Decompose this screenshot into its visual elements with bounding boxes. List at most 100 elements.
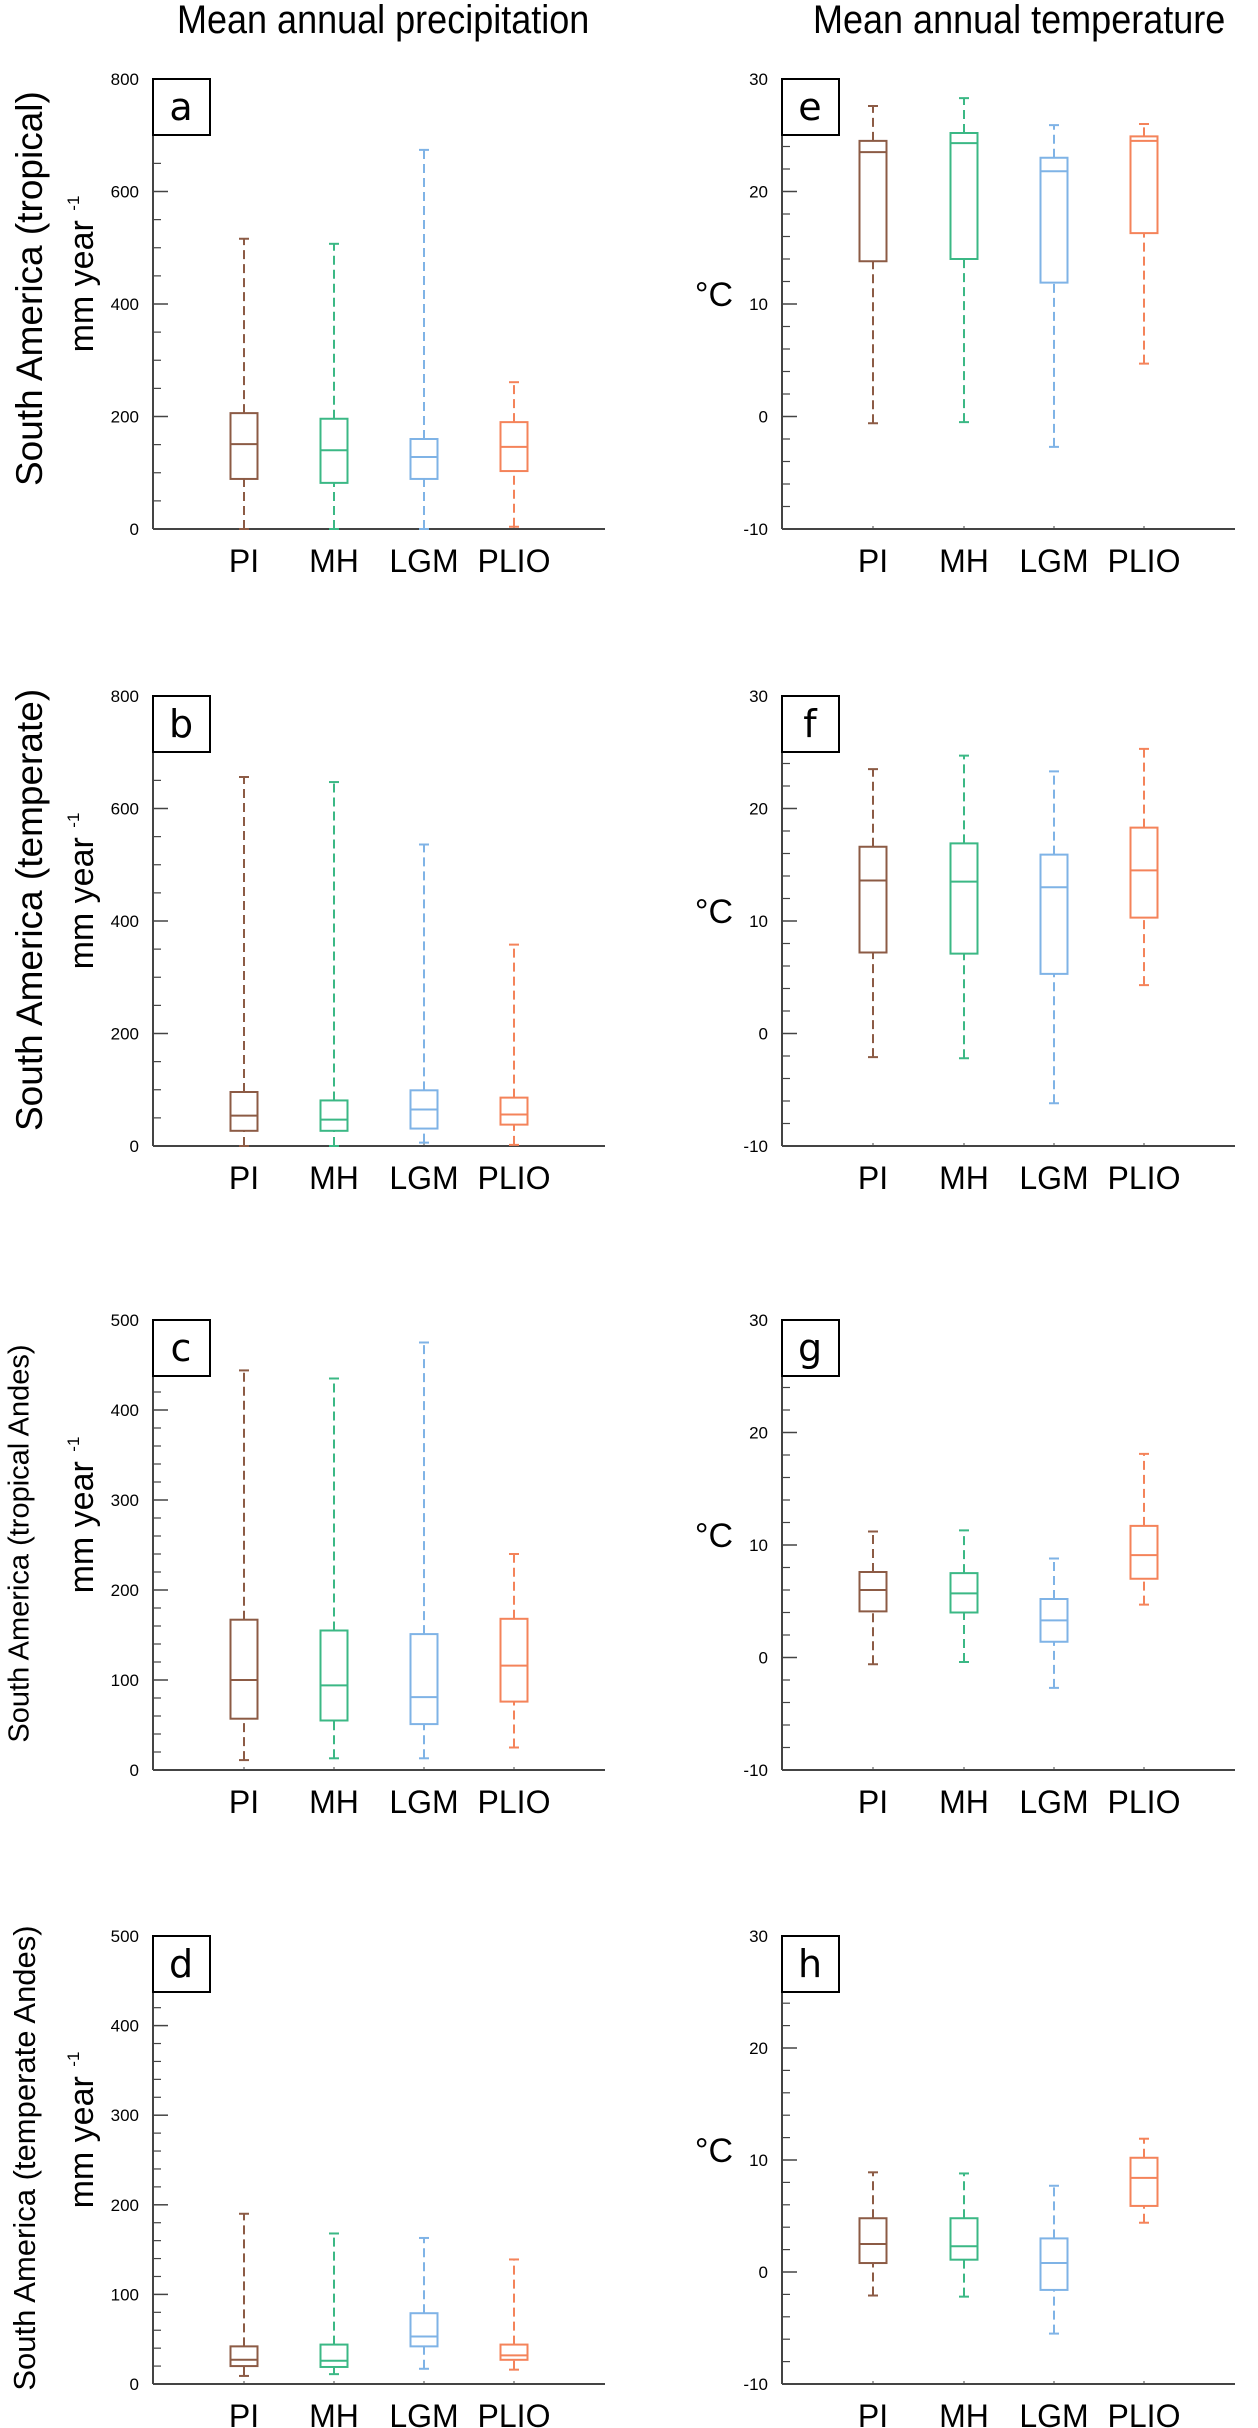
y-unit-label: mm year -1 bbox=[63, 813, 101, 970]
iqr-box bbox=[499, 1096, 529, 1126]
y-tick-label: 0 bbox=[759, 408, 768, 427]
y-tick-label: 600 bbox=[111, 800, 139, 819]
unit-main: mm year bbox=[63, 2067, 101, 2209]
y-unit-label: mm year -1 bbox=[63, 2052, 101, 2209]
box-lgm bbox=[1039, 2184, 1069, 2335]
iqr-box bbox=[229, 412, 259, 480]
unit-main: mm year bbox=[63, 211, 101, 353]
x-tick-label-mh: MH bbox=[939, 543, 989, 579]
panel-letter-box bbox=[781, 695, 840, 753]
unit-superscript: -1 bbox=[64, 1437, 83, 1452]
box-lgm bbox=[409, 1341, 439, 1760]
panel-letter: a bbox=[169, 85, 192, 129]
panel-letter: b bbox=[169, 702, 193, 746]
y-unit-label: °C bbox=[695, 2132, 733, 2170]
x-tick-label-pi: PI bbox=[858, 543, 888, 579]
y-tick-label: 0 bbox=[759, 2263, 768, 2282]
x-tick-label-lgm: LGM bbox=[389, 543, 458, 579]
panel-letter: g bbox=[798, 1326, 822, 1370]
y-tick-label: 800 bbox=[111, 687, 139, 706]
box-lgm bbox=[1039, 124, 1069, 448]
x-tick-label-pi: PI bbox=[858, 1160, 888, 1196]
box-pi bbox=[858, 105, 888, 425]
iqr-box bbox=[949, 2217, 979, 2261]
iqr-box bbox=[409, 438, 439, 480]
y-unit-label: mm year -1 bbox=[63, 196, 101, 353]
y-tick-label: 200 bbox=[111, 1581, 139, 1600]
unit-main: mm year bbox=[63, 1452, 101, 1594]
box-pi bbox=[229, 2212, 259, 2377]
x-tick-label-pi: PI bbox=[229, 1784, 259, 1820]
y-tick-label: 400 bbox=[111, 295, 139, 314]
iqr-box bbox=[409, 2312, 439, 2348]
y-tick-label: 10 bbox=[749, 295, 768, 314]
x-tick-label-pi: PI bbox=[229, 2398, 259, 2428]
y-tick-label: 200 bbox=[111, 408, 139, 427]
panel-letter-box bbox=[781, 78, 840, 136]
panel-letter-box bbox=[781, 1319, 840, 1377]
y-tick-label: 0 bbox=[759, 1649, 768, 1668]
y-tick-label: 300 bbox=[111, 2106, 139, 2125]
y-tick-label: 300 bbox=[111, 1491, 139, 1510]
box-mh bbox=[319, 1377, 349, 1760]
panel-c: 0 100 200 300 400 500 PI MH LGM PLIO c mm year -1 bbox=[63, 1311, 605, 1820]
y-tick-label: 0 bbox=[130, 2375, 139, 2394]
box-pi bbox=[229, 1369, 259, 1762]
x-tick-label-pi: PI bbox=[858, 1784, 888, 1820]
y-tick-label: 30 bbox=[749, 687, 768, 706]
box-lgm bbox=[1039, 1557, 1069, 1689]
box-plio bbox=[499, 2258, 529, 2371]
x-tick-label-pi: PI bbox=[229, 543, 259, 579]
box-plio bbox=[499, 381, 529, 528]
y-tick-label: 500 bbox=[111, 1311, 139, 1330]
y-tick-label: 30 bbox=[749, 70, 768, 89]
unit-superscript: -1 bbox=[64, 813, 83, 828]
box-lgm bbox=[409, 843, 439, 1144]
panel-letter: c bbox=[171, 1326, 192, 1370]
box-lgm bbox=[409, 2236, 439, 2370]
box-mh bbox=[949, 1529, 979, 1663]
box-pi bbox=[858, 768, 888, 1059]
y-tick-label: 500 bbox=[111, 1927, 139, 1946]
iqr-box bbox=[1129, 2156, 1159, 2207]
panel-letter-box bbox=[152, 78, 211, 136]
y-tick-label: 200 bbox=[111, 1025, 139, 1044]
box-mh bbox=[949, 754, 979, 1060]
y-tick-label: -10 bbox=[743, 1137, 768, 1156]
x-tick-label-lgm: LGM bbox=[389, 1160, 458, 1196]
panel-f: -10 0 10 20 30 PI MH LGM PLIO f °C bbox=[695, 687, 1235, 1196]
panel-b: 0 200 400 600 800 PI MH LGM PLIO b mm year -1 bbox=[63, 687, 605, 1196]
iqr-box bbox=[1039, 853, 1069, 975]
iqr-box bbox=[858, 139, 888, 263]
y-tick-label: 600 bbox=[111, 183, 139, 202]
y-unit-label: °C bbox=[695, 893, 733, 931]
x-tick-label-plio: PLIO bbox=[1108, 2398, 1181, 2428]
iqr-box bbox=[319, 1629, 349, 1722]
x-tick-label-plio: PLIO bbox=[478, 1160, 551, 1196]
iqr-box bbox=[858, 1571, 888, 1613]
title-precipitation: Mean annual precipitation bbox=[177, 0, 590, 42]
y-unit-label: °C bbox=[695, 276, 733, 314]
y-tick-label: 30 bbox=[749, 1311, 768, 1330]
box-plio bbox=[1129, 1452, 1159, 1606]
y-unit-label: °C bbox=[695, 1517, 733, 1555]
box-mh bbox=[949, 2172, 979, 2298]
y-tick-label: 100 bbox=[111, 2285, 139, 2304]
y-tick-label: 20 bbox=[749, 183, 768, 202]
iqr-box bbox=[949, 132, 979, 260]
x-tick-label-lgm: LGM bbox=[389, 2398, 458, 2428]
iqr-box bbox=[858, 845, 888, 954]
iqr-box bbox=[229, 2345, 259, 2368]
panel-letter-box bbox=[152, 695, 211, 753]
iqr-box bbox=[499, 2343, 529, 2361]
box-pi bbox=[229, 776, 259, 1147]
y-unit-label: mm year -1 bbox=[63, 1437, 101, 1594]
y-tick-label: 400 bbox=[111, 912, 139, 931]
box-mh bbox=[319, 781, 349, 1147]
x-tick-label-plio: PLIO bbox=[478, 2398, 551, 2428]
panel-letter-box bbox=[781, 1935, 840, 1993]
x-tick-label-mh: MH bbox=[309, 1160, 359, 1196]
iqr-box bbox=[1039, 156, 1069, 284]
box-lgm bbox=[1039, 770, 1069, 1105]
